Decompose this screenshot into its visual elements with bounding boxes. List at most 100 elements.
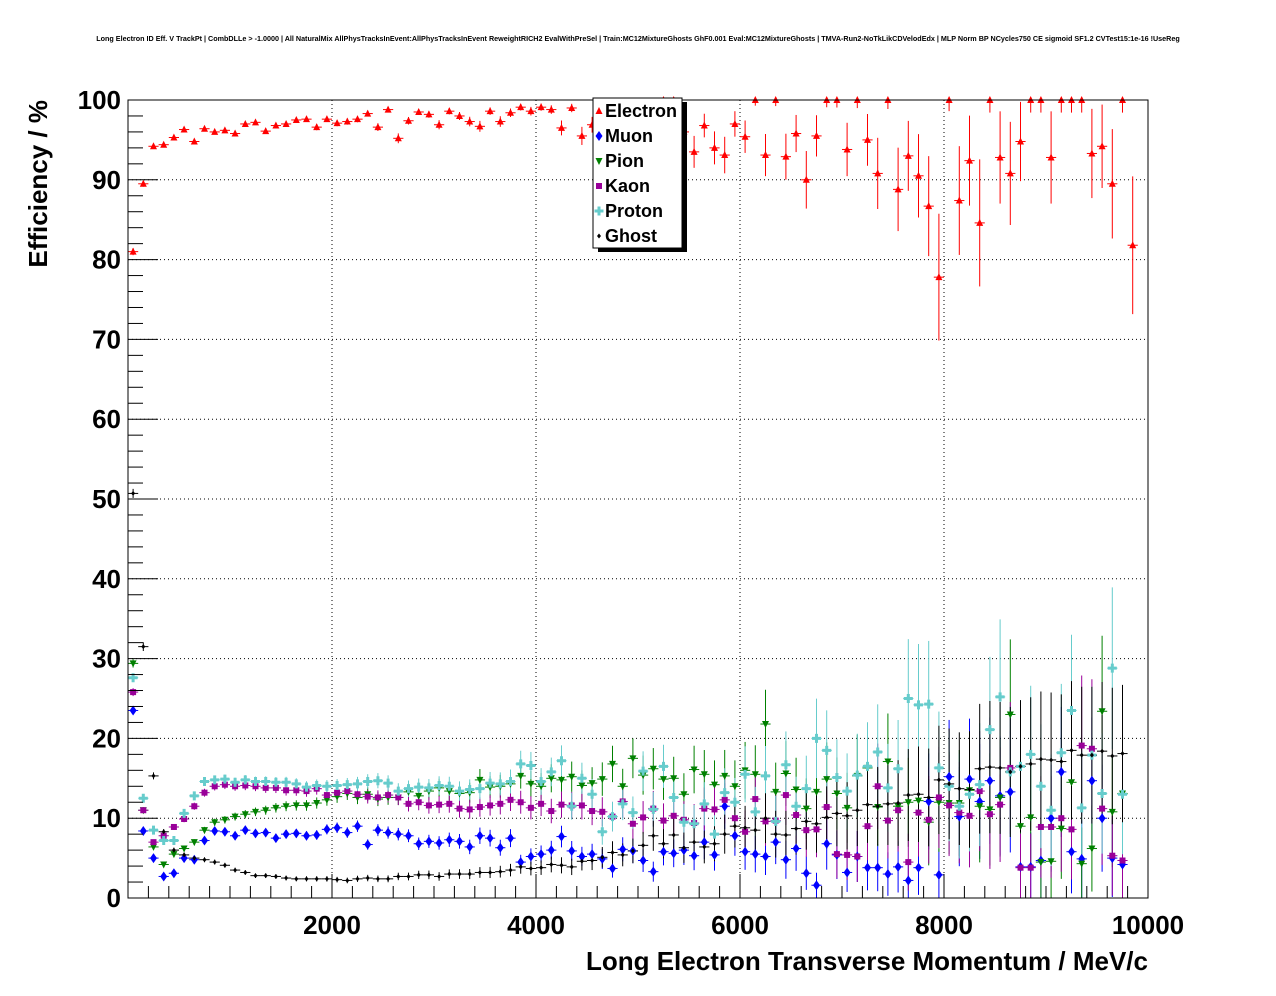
x-tick-label: 8000: [915, 910, 973, 940]
pion-point: [884, 758, 892, 766]
pion-point: [558, 776, 565, 784]
proton-point: [495, 779, 505, 789]
kaon-point: [844, 851, 851, 858]
muon-point: [252, 828, 259, 839]
muon-point: [231, 830, 239, 841]
electron-point: [435, 120, 443, 128]
proton-point: [506, 776, 515, 786]
proton-point: [934, 763, 944, 773]
kaon-point: [976, 788, 983, 795]
muon-point: [1088, 775, 1096, 786]
pion-point: [609, 760, 616, 768]
ghost-point: [182, 852, 187, 858]
legend-muon-label: Muon: [605, 126, 653, 146]
pion-point: [915, 797, 922, 805]
ghost-point: [569, 864, 574, 870]
kaon-point: [731, 815, 738, 822]
proton-point: [240, 775, 250, 785]
ghost-point: [141, 644, 146, 650]
pion-point: [231, 813, 239, 821]
ghost-point: [396, 873, 401, 879]
proton-point: [577, 773, 587, 783]
ghost-point: [947, 781, 952, 787]
kaon-point: [833, 851, 840, 858]
proton-point: [924, 699, 934, 709]
proton-point: [261, 776, 271, 786]
tick-labels: 2000 4000 6000 8000 10000 0 10 20 30 40 50 60 70 80 90…: [78, 85, 1185, 940]
proton-point: [720, 788, 730, 798]
electron-point: [170, 133, 178, 141]
proton-point: [597, 827, 607, 837]
ghost-point: [732, 823, 737, 829]
axis-ticks: [128, 99, 1149, 898]
ghost-point: [814, 821, 819, 827]
ghost-point: [712, 841, 717, 847]
electron-point: [537, 103, 545, 111]
kaon-point: [578, 802, 585, 809]
kaon-point: [589, 808, 596, 815]
y-tick-label: 100: [78, 85, 121, 115]
kaon-point: [864, 823, 871, 830]
ghost-point: [1120, 751, 1125, 757]
electron-point: [517, 103, 525, 111]
legend-kaon-label: Kaon: [605, 176, 650, 196]
proton-point: [291, 779, 301, 789]
pion-point: [150, 843, 157, 851]
electron-point: [802, 175, 810, 183]
electron-point: [323, 115, 331, 123]
proton-point: [832, 773, 842, 783]
ghost-point: [1049, 757, 1054, 763]
electron-point: [466, 117, 474, 125]
electron-point: [252, 118, 259, 126]
ghost-point: [681, 845, 686, 851]
muon-point: [496, 842, 504, 853]
ghost-point: [498, 869, 503, 875]
pion-point: [303, 802, 310, 810]
muon-point: [935, 869, 943, 880]
kaon-point: [415, 799, 422, 806]
pion-point: [711, 781, 718, 789]
ghost-point: [926, 794, 931, 800]
ghost-point: [896, 800, 901, 806]
y-tick-label: 80: [92, 245, 121, 275]
proton-point: [852, 770, 862, 780]
muon-point: [435, 837, 443, 848]
y-tick-label: 40: [92, 564, 121, 594]
muon-point: [894, 861, 902, 872]
legend-electron-label: Electron: [605, 101, 677, 121]
ghost-point: [641, 842, 646, 848]
electron-point: [333, 119, 341, 127]
muon-point: [221, 826, 229, 837]
kaon-point: [1058, 815, 1065, 822]
ghost-point: [131, 490, 136, 496]
ghost-point: [1018, 763, 1023, 769]
muon-point: [456, 836, 463, 847]
electron-point: [139, 179, 147, 187]
pion-point: [292, 802, 300, 810]
ghost-point: [304, 876, 309, 882]
legend-pion-marker: [595, 158, 603, 165]
muon-point: [374, 825, 382, 836]
muon-point: [874, 862, 882, 873]
proton-point: [699, 799, 709, 809]
muon-point: [201, 835, 208, 846]
ghost-point: [508, 867, 513, 873]
pion-point: [792, 786, 800, 794]
pion-point: [282, 803, 290, 811]
electron-point: [374, 123, 382, 131]
muon-point: [1057, 766, 1065, 777]
ghost-point: [702, 844, 707, 850]
proton-point: [1056, 748, 1066, 758]
kaon-point: [742, 828, 749, 835]
electron-point: [343, 117, 351, 125]
proton-point: [414, 782, 424, 792]
ghost-point: [661, 841, 666, 847]
muon-point: [1068, 846, 1075, 857]
pion-point: [649, 765, 657, 773]
proton-point: [485, 778, 495, 788]
ghost-point: [671, 832, 676, 838]
proton-point: [169, 836, 179, 846]
proton-point: [822, 745, 832, 755]
y-tick-label: 60: [92, 404, 121, 434]
proton-point: [669, 792, 679, 802]
